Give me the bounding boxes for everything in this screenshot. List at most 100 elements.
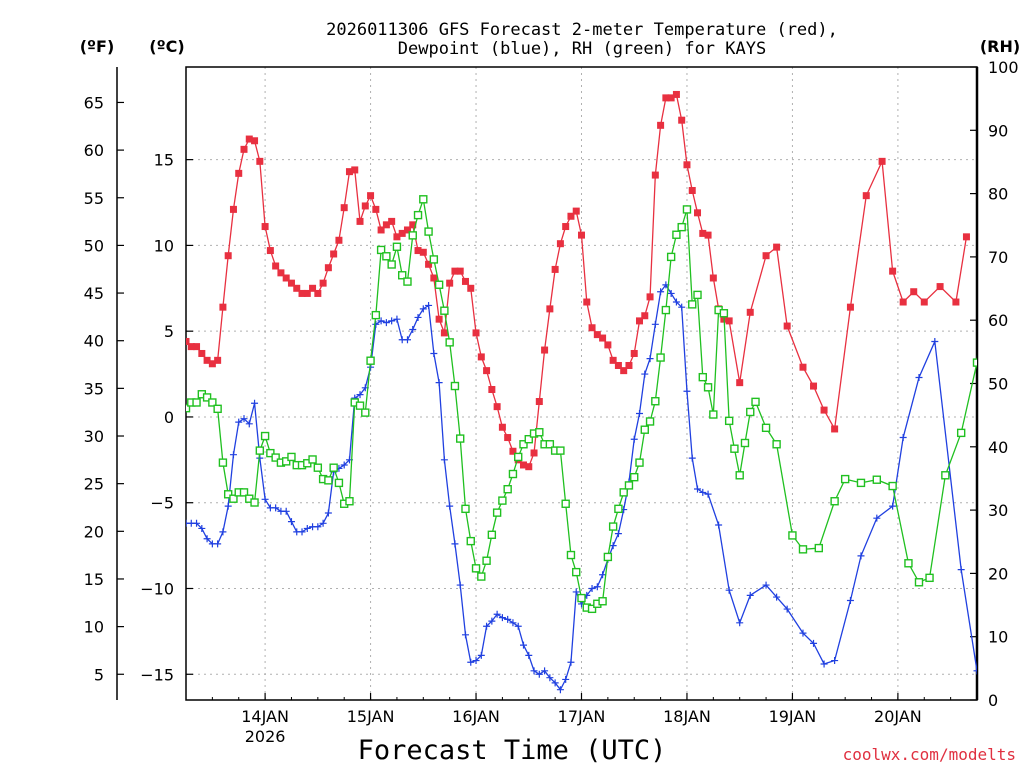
- temperature-point: [403, 226, 411, 234]
- x-tick-label: 16JAN: [452, 707, 500, 726]
- temperature-point: [330, 250, 338, 258]
- x-tick-label: 19JAN: [769, 707, 817, 726]
- temperature-point: [609, 356, 617, 364]
- rh-point: [751, 397, 760, 407]
- dewpoint-point: [572, 588, 580, 596]
- f-tick-label: 35: [84, 379, 104, 398]
- f-tick-label: 15: [84, 570, 104, 589]
- rh-point: [255, 446, 265, 455]
- rh-point: [984, 233, 991, 240]
- dewpoint-point: [403, 336, 411, 344]
- chart-title: 2026011306 GFS Forecast 2-meter Temperat…: [326, 20, 838, 59]
- temperature-point: [266, 247, 274, 255]
- rh-point: [281, 457, 291, 466]
- temperature-point: [667, 94, 675, 102]
- dewpoint-point: [562, 675, 570, 683]
- dewpoint-point: [245, 420, 253, 428]
- rh-point: [508, 469, 518, 479]
- rh-point: [208, 398, 217, 407]
- dewpoint-point: [214, 540, 222, 548]
- temperature-point: [920, 298, 928, 306]
- series-temperature: [186, 90, 970, 471]
- temperature-point: [224, 252, 232, 260]
- dewpoint-point: [314, 523, 322, 531]
- f-tick-label: 60: [84, 141, 104, 160]
- rh-point: [186, 403, 191, 413]
- temperature-point: [878, 157, 886, 165]
- temperature-point: [657, 121, 665, 129]
- temperature-point: [430, 274, 438, 282]
- dewpoint-point: [715, 521, 723, 529]
- dewpoint-point: [588, 584, 596, 592]
- rh-point: [355, 401, 365, 410]
- f-tick-label: 55: [84, 189, 104, 208]
- dewpoint-point: [688, 454, 696, 462]
- rh-point: [456, 434, 465, 443]
- temperature-point: [678, 116, 686, 124]
- rh-point: [956, 428, 966, 438]
- temperature-point: [198, 349, 206, 357]
- x-tick-label: 18JAN: [663, 707, 711, 726]
- dewpoint-point: [672, 298, 680, 306]
- temperature-point: [324, 264, 332, 272]
- temperature-point: [309, 284, 317, 292]
- rh-point: [740, 438, 750, 448]
- x-axis-label: Forecast Time (UTC): [358, 735, 667, 766]
- rh-point: [724, 416, 734, 426]
- rh-point: [656, 353, 665, 362]
- temperature-point: [488, 386, 496, 394]
- rh-point: [498, 496, 507, 505]
- rh-point: [925, 573, 934, 583]
- temperature-point: [709, 274, 717, 282]
- rh-point: [735, 471, 744, 480]
- dewpoint-point: [541, 667, 549, 675]
- temperature-point: [277, 269, 285, 277]
- rh-point: [798, 545, 808, 554]
- temperature-point: [435, 315, 443, 323]
- temperature-point: [578, 231, 585, 239]
- temperature-point: [773, 243, 781, 251]
- rh-point: [503, 485, 512, 494]
- rh-point: [398, 271, 407, 280]
- rh-point: [693, 290, 702, 300]
- dewpoint-point: [414, 313, 422, 321]
- f-tick-label: 5: [94, 665, 104, 684]
- dewpoint-point: [599, 571, 607, 579]
- rh-tick-label: 30: [988, 501, 1008, 520]
- rh-line: [186, 199, 977, 610]
- x-tick-sublabel: 2026: [245, 727, 286, 746]
- f-tick-label: 40: [84, 332, 104, 351]
- temperature-point: [414, 247, 422, 255]
- temperature-point: [382, 221, 390, 229]
- dewpoint-point: [519, 641, 527, 649]
- rh-point: [666, 252, 676, 262]
- rh-point: [1005, 492, 1012, 499]
- rh-point: [640, 425, 649, 434]
- dewpoint-point: [261, 495, 269, 503]
- dewpoint-point: [746, 591, 754, 599]
- dewpoint-point: [535, 670, 543, 678]
- dewpoint-point: [694, 485, 702, 493]
- rh-point: [308, 455, 317, 464]
- series-rh: [186, 195, 1012, 614]
- temperature-point: [272, 262, 280, 270]
- dewpoint-point: [483, 622, 491, 630]
- temperature-point: [446, 279, 454, 287]
- rh-point: [202, 393, 212, 402]
- c-tick-label: −15: [140, 665, 174, 684]
- temperature-point: [762, 252, 770, 260]
- temperature-point: [630, 349, 638, 357]
- temperature-point: [672, 90, 680, 98]
- dewpoint-point: [915, 373, 923, 381]
- x-tick-label: 20JAN: [874, 707, 922, 726]
- rh-tick-label: 0: [988, 691, 998, 710]
- temperature-point: [219, 303, 227, 311]
- dewpoint-point: [556, 686, 564, 694]
- unit-fahrenheit: (ºF): [80, 37, 115, 56]
- temperature-point: [646, 293, 654, 301]
- rh-tick-label: 100: [988, 58, 1019, 77]
- rh-point: [440, 306, 449, 315]
- temperature-point: [962, 233, 970, 241]
- series: [186, 90, 1012, 694]
- temperature-point: [314, 289, 322, 297]
